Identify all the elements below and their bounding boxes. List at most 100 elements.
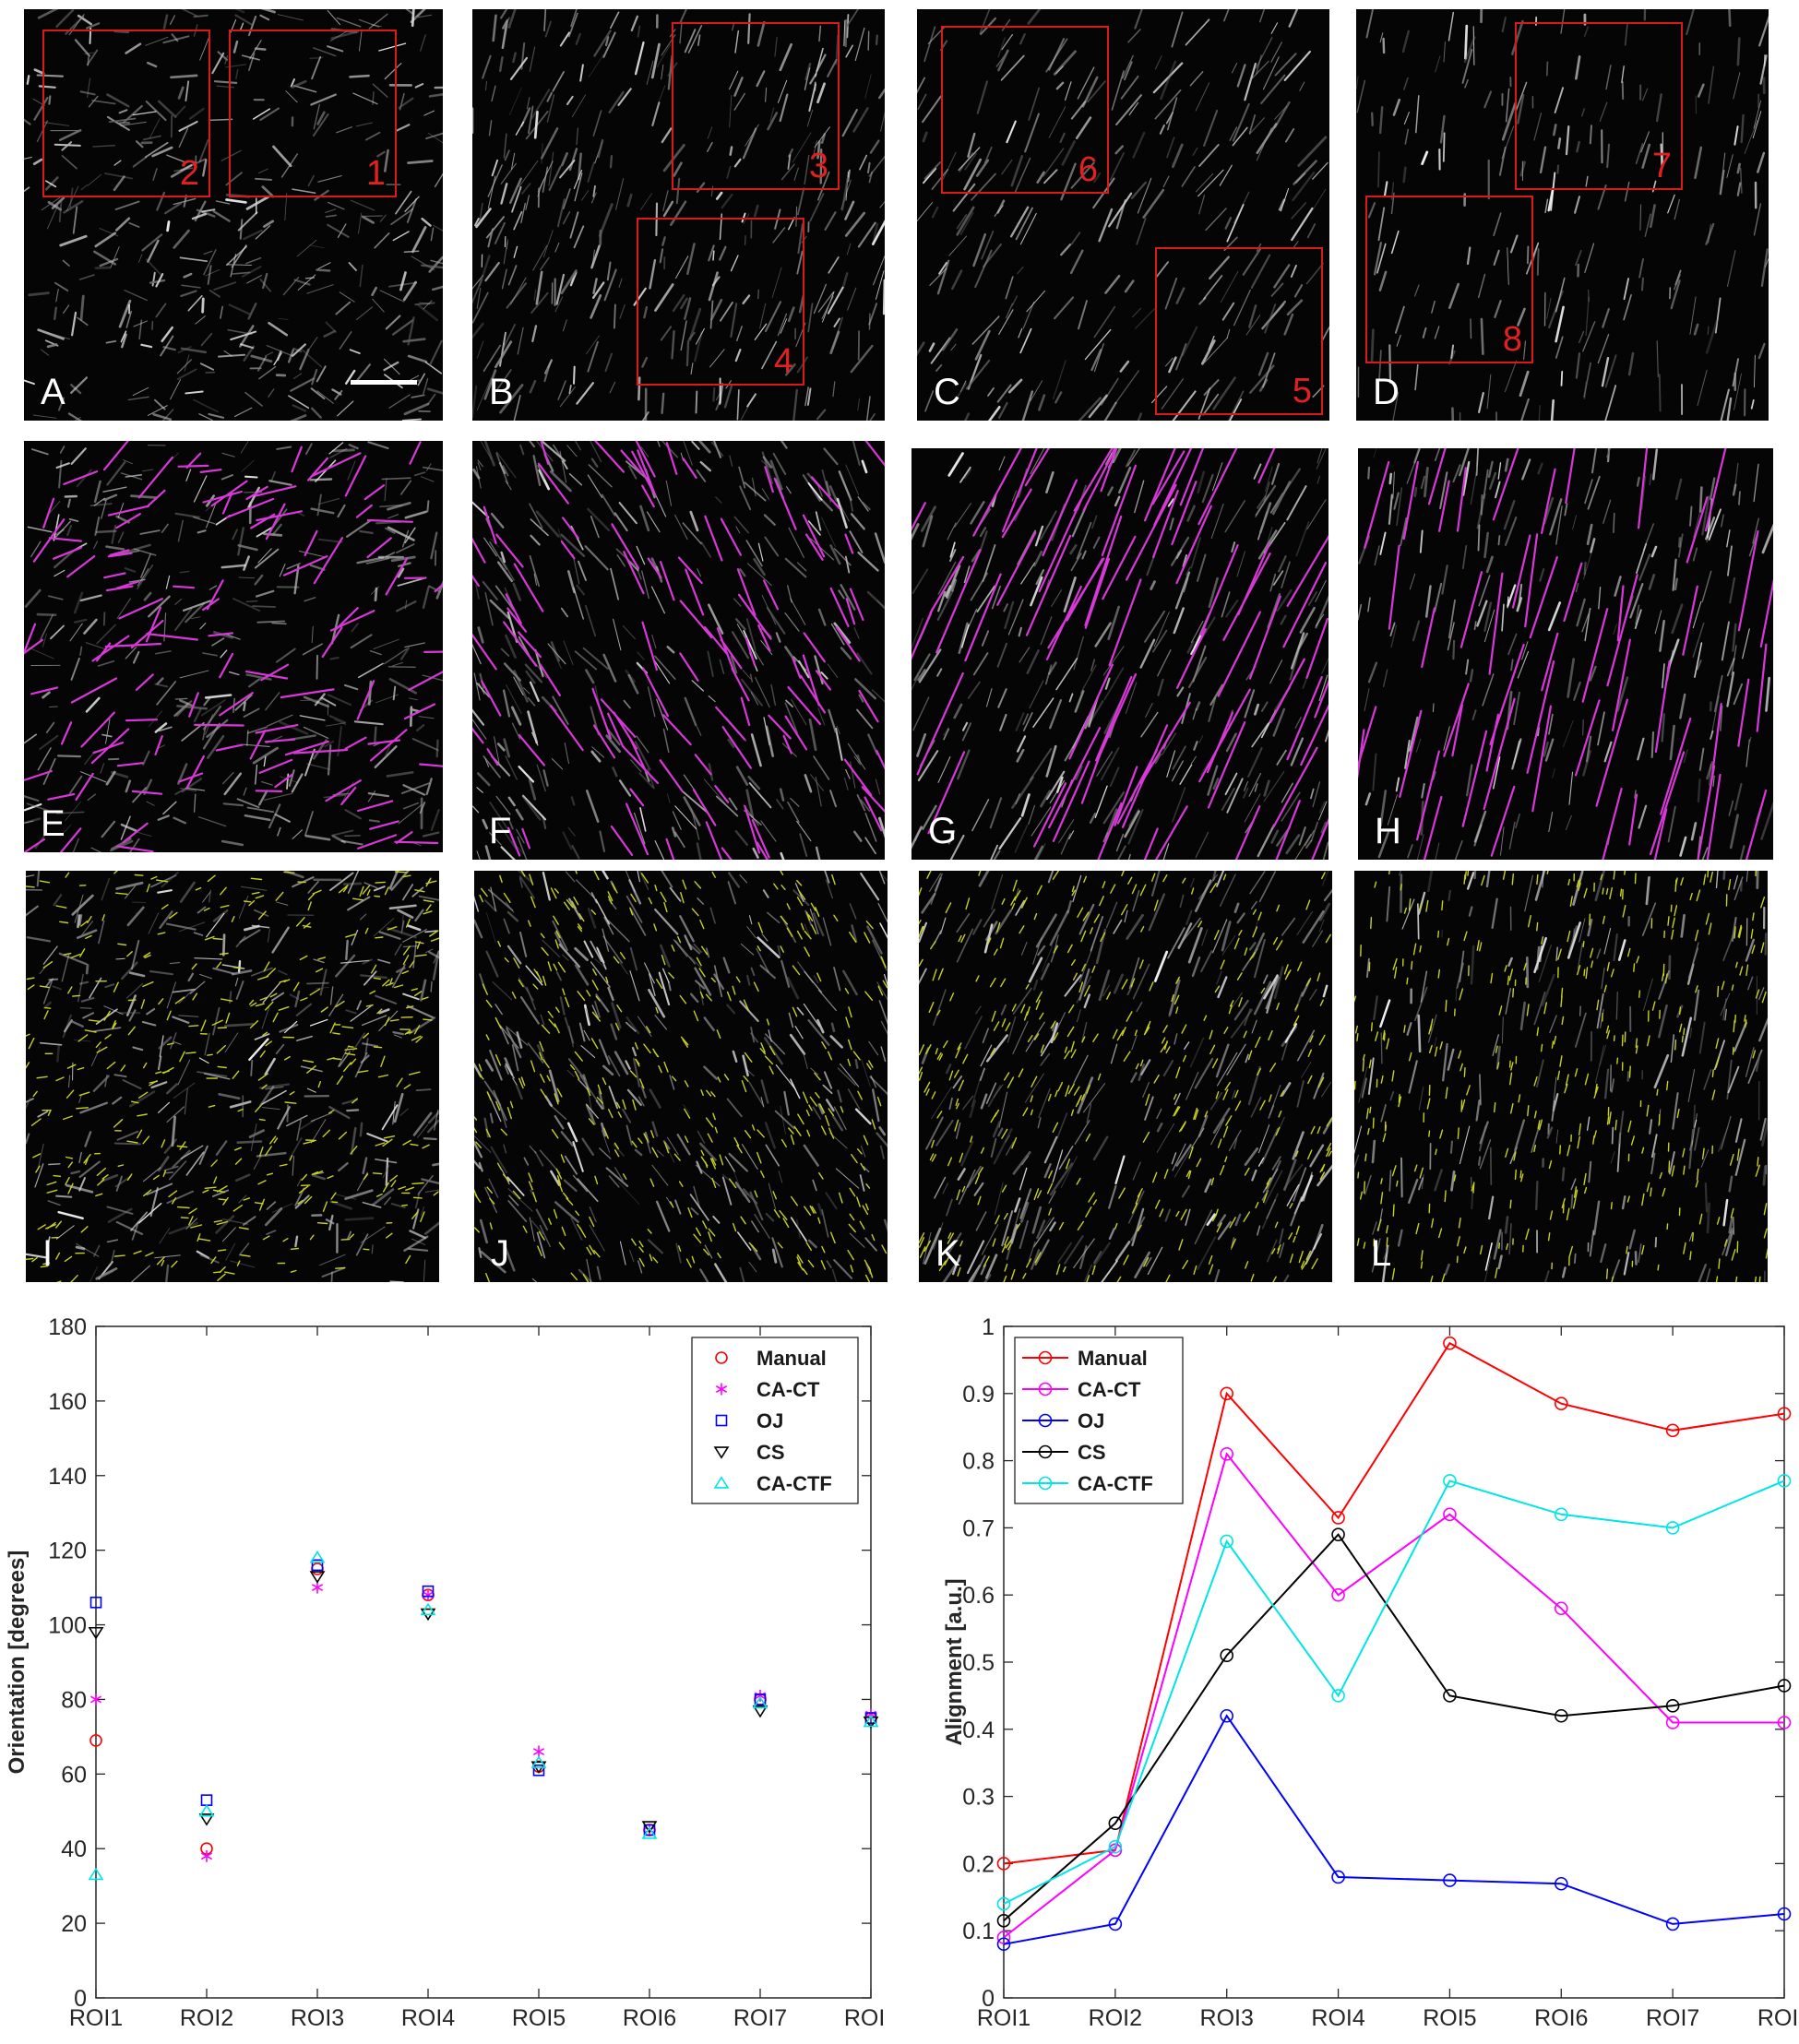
fiber-strand [176,368,197,381]
fiber-strand [1032,697,1054,728]
fiber-trace [485,1034,490,1040]
fiber-strand [788,217,795,231]
fiber-strand [26,1098,31,1110]
fiber-strand [199,973,212,980]
fiber-strand [946,1198,953,1217]
fiber-strand [359,264,363,288]
fiber-strand [292,188,316,195]
fiber-trace [617,1111,623,1118]
fiber-strand [143,591,152,601]
fiber-strand [1077,66,1095,100]
fiber-strand [568,473,583,486]
fiber-strand [812,912,825,937]
fiber-strand [858,694,864,703]
fiber-strand [1752,517,1759,544]
fiber-strand [1732,623,1737,652]
fiber-strand [385,552,396,558]
fiber-strand [390,555,416,563]
fiber-trace [809,1205,815,1214]
fiber-strand [1231,541,1236,553]
fiber-strand [363,882,378,889]
fiber-strand [1308,989,1317,1001]
fiber-strand [478,1161,483,1172]
fiber-trace [1143,827,1159,860]
fiber-strand [169,962,181,965]
fiber-strand [147,405,168,416]
fiber-trace [547,1218,553,1225]
fiber-trace [629,737,648,774]
fiber-strand [872,1088,880,1123]
fiber-strand [379,290,405,303]
fiber-trace [577,991,586,1002]
fiber-trace [805,1242,812,1252]
fiber-strand [1064,974,1082,997]
fiber-strand [543,9,547,32]
fiber-trace [1077,1220,1085,1230]
fiber-trace [269,1135,277,1145]
fiber-trace [741,1079,747,1093]
fiber-trace [848,1223,856,1233]
fiber-strand [304,597,316,602]
fiber-strand [912,696,930,731]
fiber-trace [1121,979,1128,990]
fiber-trace [234,1158,243,1165]
fiber-strand [355,122,373,127]
fiber-strand [1567,658,1576,698]
fiber-strand [1093,172,1102,184]
fiber-strand [879,200,885,208]
fiber-strand [262,1107,280,1111]
fiber-strand [1110,1043,1118,1064]
fiber-strand [708,603,724,635]
fiber-strand [485,950,499,978]
fiber-strand [554,242,560,253]
fiber-strand [1132,1161,1141,1181]
fiber-strand [161,326,173,343]
fiber-trace [645,1026,651,1034]
fiber-trace [693,1010,699,1022]
fiber-strand [665,480,673,506]
fiber-trace [282,1238,289,1242]
fiber-strand [987,386,995,397]
fiber-strand [1260,701,1269,712]
fiber-strand [409,697,418,701]
fiber-strand [1024,113,1040,153]
fiber-strand [876,600,885,610]
fiber-strand [1037,1117,1042,1129]
fiber-strand [964,152,977,171]
fiber-strand [712,1215,721,1224]
fiber-strand [262,220,275,228]
fiber-strand [48,501,61,516]
fiber-strand [1124,810,1140,838]
fiber-strand [949,834,965,860]
fiber-strand [252,605,277,608]
fiber-strand [1200,339,1216,365]
fiber-strand [1217,976,1228,999]
fiber-strand [121,333,127,349]
fiber-strand [1305,1233,1323,1266]
fiber-strand [825,481,831,497]
fiber-strand [30,541,42,558]
fiber-strand [55,9,75,29]
fiber-trace [714,1126,718,1134]
fiber-trace [291,446,303,473]
fiber-strand [1269,573,1277,592]
fiber-strand [1519,160,1526,177]
fiber-strand [634,41,645,76]
fiber-strand [433,950,439,964]
fiber-trace [684,1080,689,1087]
fiber-strand [919,921,928,943]
fiber-strand [472,275,484,290]
fiber-strand [247,486,260,509]
fiber-strand [483,1117,490,1138]
fiber-trace [55,1280,62,1282]
fiber-strand [177,763,188,785]
fiber-strand [1072,874,1082,903]
fiber-strand [532,244,548,271]
fiber-strand [1709,477,1716,500]
fiber-trace [284,740,329,756]
fiber-trace [600,698,637,738]
fiber-strand [378,1010,399,1032]
fiber-strand [243,345,256,362]
fiber-strand [39,966,46,975]
fiber-trace [733,1136,740,1147]
